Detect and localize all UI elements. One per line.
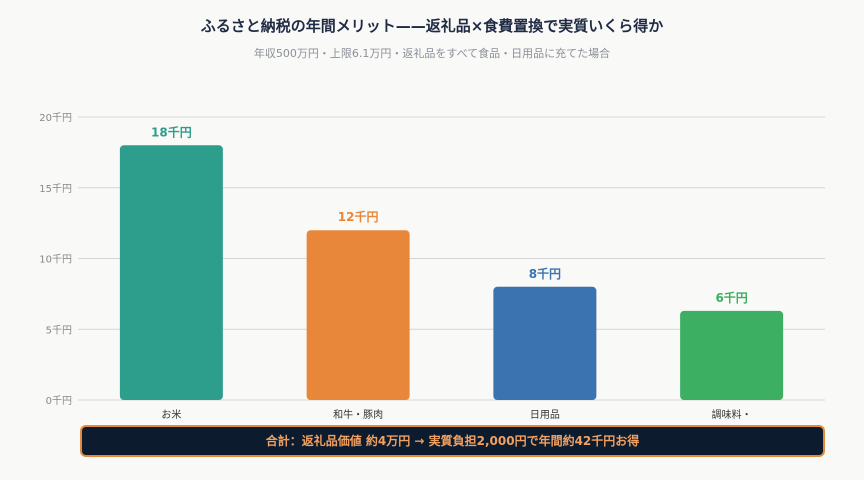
y-tick-label: 0千円 xyxy=(46,395,72,407)
y-tick-label: 10千円 xyxy=(39,254,72,266)
bar xyxy=(680,310,784,400)
x-tick-label: お米 xyxy=(161,408,181,421)
summary-banner: 合計：返礼品価値 約4万円 → 実質負担2,000円で年間約42千円お得 xyxy=(80,425,825,457)
data-label: 12千円 xyxy=(338,209,379,224)
y-tick-label: 15千円 xyxy=(39,183,72,195)
x-tick-label: 和牛・豚肉 xyxy=(333,408,383,421)
data-label: 8千円 xyxy=(529,266,561,281)
y-tick-label: 20千円 xyxy=(39,112,72,124)
data-label: 6千円 xyxy=(715,290,747,305)
data-label: 18千円 xyxy=(151,124,192,139)
y-tick-label: 5千円 xyxy=(46,324,72,336)
x-tick-label: 日用品 xyxy=(530,409,560,421)
chart-subtitle: 年収500万円・上限6.1万円・返礼品をすべて食品・日用品に充てた場合 xyxy=(253,47,611,60)
bar xyxy=(306,230,410,400)
x-tick-label: 調味料・ xyxy=(712,408,752,421)
chart-title: ふるさと納税の年間メリット——返礼品×食費置換で実質いくら得か xyxy=(200,17,664,35)
bar xyxy=(493,286,597,400)
bar xyxy=(119,145,223,400)
